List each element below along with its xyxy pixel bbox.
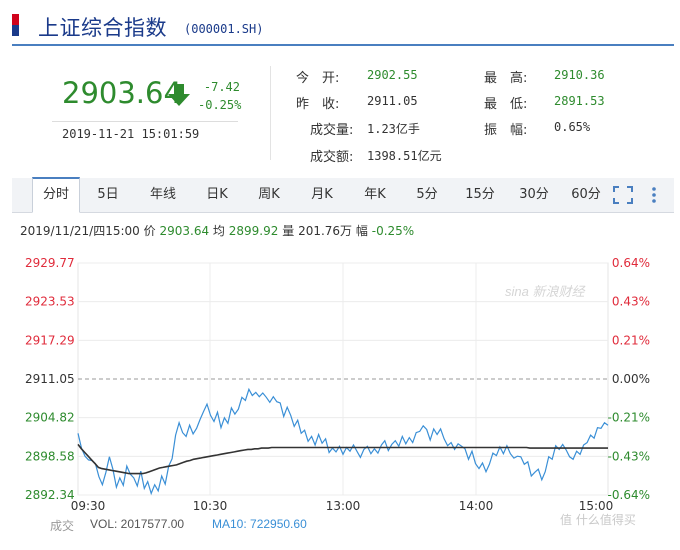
stat-value-high: 2910.36 xyxy=(554,68,605,82)
x-tick-label: 13:00 xyxy=(326,499,361,513)
stats-divider xyxy=(270,66,271,160)
tab-monthly-k[interactable]: 月K xyxy=(311,187,333,202)
stat-value-amplitude: 0.65% xyxy=(554,120,591,134)
price-line xyxy=(77,387,609,496)
tab-yearly-k[interactable]: 年K xyxy=(364,187,386,202)
volume-label: 成交 xyxy=(50,519,75,533)
tab-15-min[interactable]: 15分 xyxy=(465,187,495,202)
y-tick-pct-label: 0.21% xyxy=(612,333,650,347)
tab-60-min[interactable]: 60分 xyxy=(571,187,601,202)
stat-label-amplitude: 振 幅: xyxy=(484,123,528,138)
stat-label-prev-close: 昨 收: xyxy=(296,97,340,112)
tab-5-min[interactable]: 5分 xyxy=(416,187,438,202)
y-tick-pct-label: 0.43% xyxy=(612,295,650,309)
info-line: 2019/11/21/四15:00 价 2903.64 均 2899.92 量 … xyxy=(20,222,414,239)
corner-watermark: 值 什么值得买 xyxy=(560,513,636,527)
sina-watermark: sina 新浪财经 xyxy=(505,284,586,299)
stat-label-low: 最 低: xyxy=(484,97,528,112)
volume-value: VOL: 2017577.00 xyxy=(90,517,185,531)
stat-value-turnover: 1398.51亿元 xyxy=(367,149,442,163)
x-tick-label: 15:00 xyxy=(579,499,614,513)
info-price-label: 价 xyxy=(143,224,156,238)
info-vol: 201.76万 xyxy=(298,224,353,238)
info-pct: -0.25% xyxy=(371,224,415,238)
y-tick-label: 2898.58 xyxy=(25,449,75,463)
info-price: 2903.64 xyxy=(159,224,210,238)
fullscreen-icon[interactable] xyxy=(612,185,634,205)
time-divider xyxy=(52,121,238,122)
tab-5-day[interactable]: 5日 xyxy=(97,187,119,202)
y-tick-label: 2929.77 xyxy=(25,256,75,270)
x-tick-label: 10:30 xyxy=(193,499,228,513)
header-divider xyxy=(12,44,674,46)
y-tick-label: 2911.05 xyxy=(25,372,75,386)
y-tick-label: 2904.82 xyxy=(25,411,75,425)
y-tick-label: 2923.53 xyxy=(25,295,75,309)
info-avg-label: 均 xyxy=(212,224,225,238)
y-tick-pct-label: 0.00% xyxy=(612,372,650,386)
stock-code: (000001.SH) xyxy=(184,22,264,36)
y-tick-pct-label: 0.64% xyxy=(612,256,650,270)
y-tick-pct-label: -0.64% xyxy=(608,488,650,502)
stat-label-volume: 成交量: xyxy=(310,123,354,138)
change-value: -7.42 xyxy=(203,80,240,94)
price-change: -7.42 -0.25% xyxy=(198,78,242,114)
x-tick-label: 09:30 xyxy=(71,499,106,513)
info-avg: 2899.92 xyxy=(228,224,279,238)
tab-intraday[interactable]: 分时 xyxy=(32,177,80,213)
stat-label-turnover: 成交额: xyxy=(310,150,354,165)
header: 上证综合指数 (000001.SH) xyxy=(0,0,680,48)
tab-weekly-k[interactable]: 周K xyxy=(258,187,280,202)
stat-label-high: 最 高: xyxy=(484,71,528,86)
average-line xyxy=(77,443,608,475)
flag-icon xyxy=(12,14,19,36)
info-vol-label: 量 xyxy=(282,224,295,238)
info-pct-label: 幅 xyxy=(355,224,368,238)
tab-yearly-line[interactable]: 年线 xyxy=(149,187,176,202)
x-tick-label: 14:00 xyxy=(459,499,494,513)
more-icon[interactable] xyxy=(648,185,660,205)
stat-value-open: 2902.55 xyxy=(367,68,418,82)
change-percent: -0.25% xyxy=(198,98,242,112)
y-tick-pct-label: -0.43% xyxy=(608,449,650,463)
tab-30-min[interactable]: 30分 xyxy=(519,187,549,202)
stat-label-open: 今 开: xyxy=(296,71,340,86)
stat-value-low: 2891.53 xyxy=(554,94,605,108)
page-title: 上证综合指数 xyxy=(38,16,167,40)
current-price: 2903.64 xyxy=(62,76,182,110)
y-tick-label: 2892.34 xyxy=(25,488,75,502)
quote-datetime: 2019-11-21 15:01:59 xyxy=(62,127,200,141)
stat-value-prev-close: 2911.05 xyxy=(367,94,418,108)
y-tick-label: 2917.29 xyxy=(25,333,75,347)
tab-daily-k[interactable]: 日K xyxy=(206,187,228,202)
period-tab-bar: 分时 5日 年线 日K 周K 月K 年K 5分 15分 30分 60分 xyxy=(12,177,674,213)
y-tick-pct-label: -0.21% xyxy=(608,411,650,425)
down-arrow-icon xyxy=(168,84,190,106)
info-date: 2019/11/21/四15:00 xyxy=(20,224,140,238)
intraday-chart[interactable]: 2929.77 0.64% 2923.53 0.43% 2917.29 0.21% 2911… xyxy=(0,250,680,550)
stat-value-volume: 1.23亿手 xyxy=(367,122,420,136)
volume-ma10: MA10: 722950.60 xyxy=(212,517,307,531)
